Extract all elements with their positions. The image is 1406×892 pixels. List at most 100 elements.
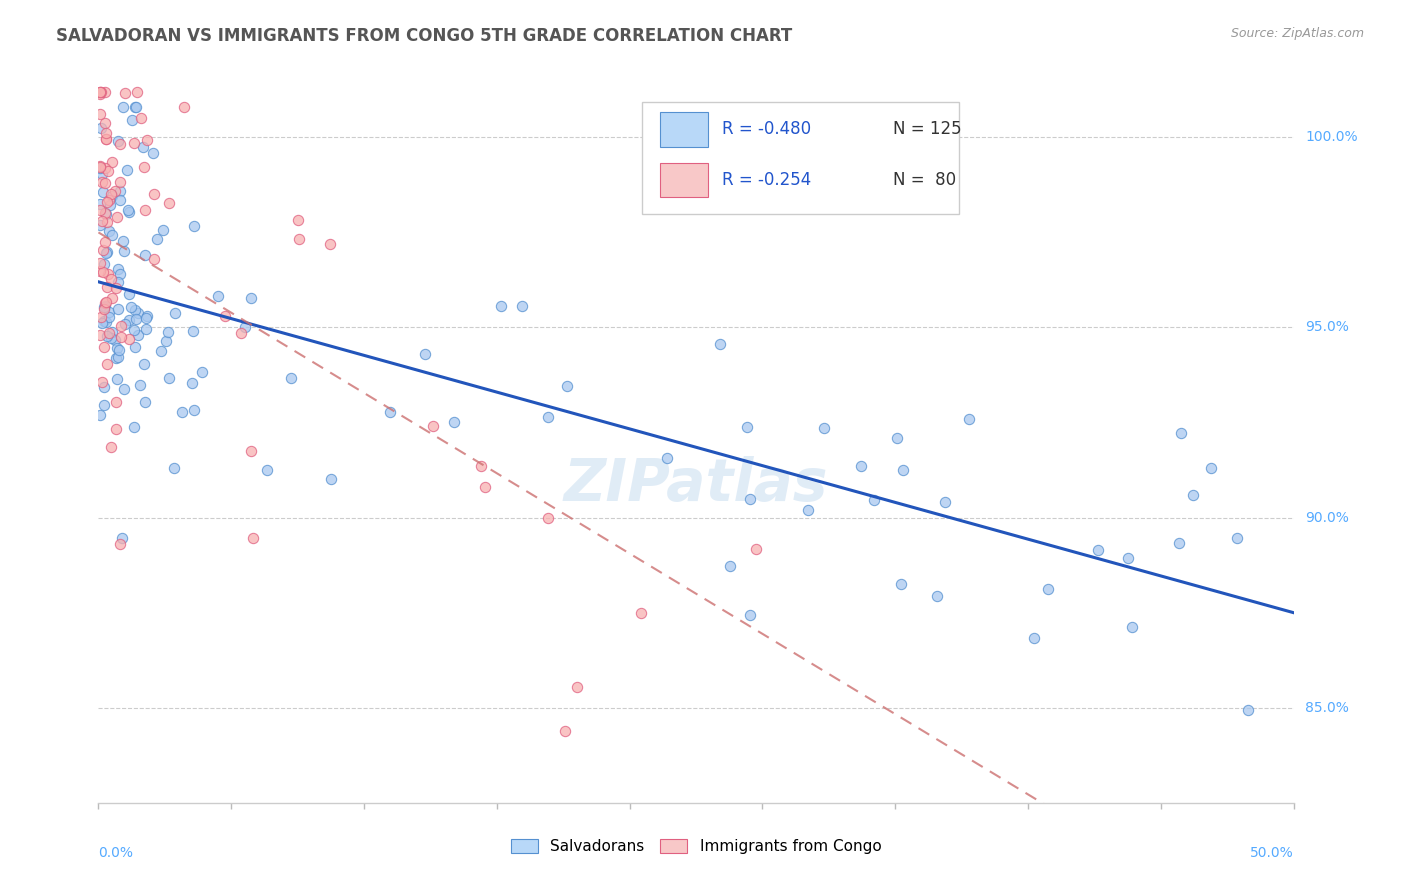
Point [319, 237, 342, 252]
Point [105, 281, 128, 295]
Point [100, 331, 122, 345]
Point [163, 461, 186, 475]
Point [957, 412, 980, 426]
Point [100, 187, 122, 202]
Point [91, 186, 114, 200]
Point [157, 195, 180, 210]
Point [91, 175, 114, 189]
Point [280, 371, 302, 385]
Point [136, 310, 159, 324]
Point [100, 228, 122, 243]
Point [90, 167, 112, 181]
Point [183, 219, 205, 233]
Point [207, 288, 229, 302]
Point [96, 245, 118, 260]
Point [107, 350, 129, 364]
Point [214, 309, 236, 323]
Point [91, 214, 114, 228]
Point [129, 111, 152, 125]
Point [886, 431, 908, 445]
Point [110, 175, 132, 189]
Point [96, 215, 118, 229]
Point [94, 177, 117, 191]
Point [121, 112, 143, 127]
Point [143, 186, 166, 201]
Point [118, 286, 141, 301]
Point [143, 252, 166, 266]
Point [107, 302, 129, 317]
Point [155, 334, 177, 348]
Point [422, 419, 444, 434]
Text: 95.0%: 95.0% [1306, 320, 1350, 334]
Point [97, 194, 120, 208]
Point [150, 344, 173, 359]
Point [89, 87, 111, 102]
Point [100, 272, 122, 286]
Point [565, 681, 588, 695]
Point [101, 325, 124, 339]
Point [738, 491, 761, 506]
Point [93, 295, 115, 310]
Text: N = 125: N = 125 [893, 120, 962, 138]
Point [89, 85, 111, 99]
Point [105, 341, 128, 355]
Point [118, 332, 141, 346]
Point [1168, 535, 1191, 549]
Point [655, 451, 678, 466]
Point [104, 185, 127, 199]
Point [89, 161, 111, 176]
Point [146, 232, 169, 246]
Point [96, 295, 118, 310]
Point [239, 444, 262, 458]
Point [107, 134, 129, 148]
Point [93, 257, 115, 271]
Point [136, 133, 159, 147]
Point [124, 303, 146, 318]
Point [1182, 488, 1205, 502]
Point [934, 494, 956, 508]
Point [537, 510, 560, 524]
Point [89, 107, 111, 121]
Point [510, 299, 533, 313]
Point [104, 333, 127, 347]
Point [93, 302, 115, 317]
Point [89, 327, 111, 342]
Point [96, 357, 118, 371]
Point [256, 463, 278, 477]
Point [287, 212, 309, 227]
Point [132, 160, 155, 174]
Legend: Salvadorans, Immigrants from Congo: Salvadorans, Immigrants from Congo [505, 832, 887, 860]
Point [108, 184, 131, 198]
Point [94, 161, 117, 175]
Point [122, 420, 145, 434]
Point [163, 306, 186, 320]
Point [94, 131, 117, 145]
Point [94, 85, 117, 99]
Point [91, 375, 114, 389]
Point [156, 325, 179, 339]
Point [97, 163, 120, 178]
Point [1170, 425, 1192, 440]
Point [152, 223, 174, 237]
Point [89, 264, 111, 278]
Point [105, 211, 128, 225]
Point [125, 100, 148, 114]
Point [125, 85, 148, 99]
Point [735, 420, 758, 434]
Point [233, 319, 256, 334]
Text: 0.0%: 0.0% [98, 847, 134, 860]
Point [90, 310, 112, 324]
Point [170, 405, 193, 419]
Point [114, 318, 136, 332]
FancyBboxPatch shape [661, 112, 709, 147]
Point [111, 531, 134, 545]
Point [117, 162, 139, 177]
Point [120, 301, 142, 315]
Point [242, 531, 264, 545]
Point [124, 340, 146, 354]
Point [107, 343, 129, 358]
Point [125, 311, 148, 326]
Point [89, 255, 111, 269]
Point [89, 85, 111, 99]
Point [378, 405, 401, 419]
